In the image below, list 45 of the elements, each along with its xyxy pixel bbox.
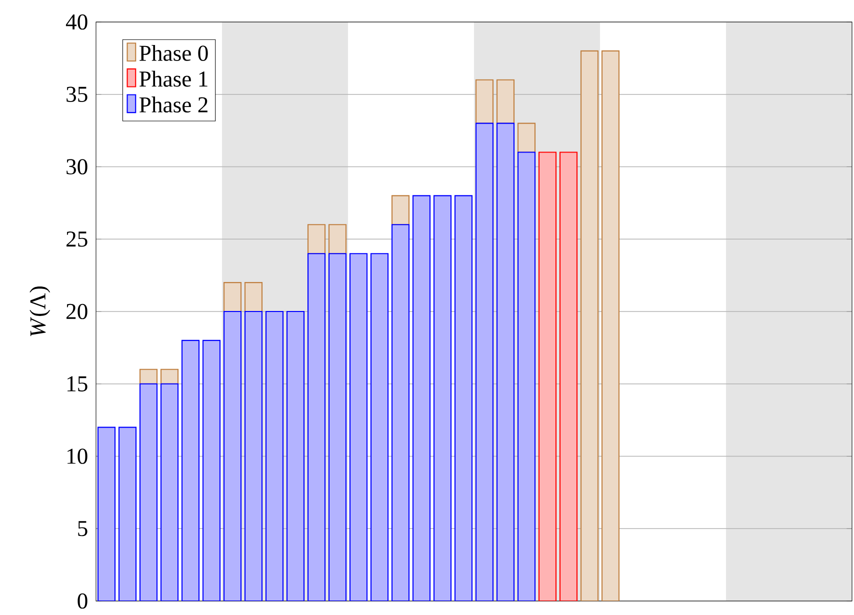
legend-label: Phase 2 xyxy=(139,96,208,113)
bar xyxy=(307,253,326,601)
bar xyxy=(244,282,263,312)
y-tick-label: 35 xyxy=(66,86,88,102)
bar xyxy=(496,122,515,601)
bar xyxy=(181,340,200,601)
bar xyxy=(517,152,536,601)
bar xyxy=(580,50,599,601)
y-tick-label: 0 xyxy=(78,593,88,609)
bar xyxy=(265,310,284,601)
y-tick-label: 20 xyxy=(66,304,88,320)
bar xyxy=(454,195,473,601)
y-tick-label: 15 xyxy=(68,376,88,392)
bar xyxy=(475,122,494,601)
y-tick-label: 30 xyxy=(66,159,88,174)
y-tick-label: 25 xyxy=(66,232,88,247)
bar xyxy=(202,340,221,601)
bar xyxy=(118,426,137,601)
bar xyxy=(223,310,242,601)
bar xyxy=(160,383,179,601)
bar xyxy=(559,152,578,601)
bar xyxy=(223,282,242,312)
y-tick-label: 10 xyxy=(68,448,88,464)
bar xyxy=(391,224,410,601)
y-tick-label: 40 xyxy=(66,14,88,30)
legend-label: Phase 0 xyxy=(139,44,208,61)
bar xyxy=(328,253,347,601)
bar xyxy=(244,310,263,601)
bar xyxy=(391,195,410,226)
bar xyxy=(307,224,326,254)
bar xyxy=(370,253,389,601)
y-axis-title: W(Λ) xyxy=(30,286,50,336)
bar xyxy=(601,50,620,601)
bar xyxy=(286,310,305,601)
bar xyxy=(97,426,116,601)
bar xyxy=(475,79,494,124)
bar xyxy=(139,383,158,601)
bar xyxy=(328,224,347,254)
bar xyxy=(538,152,557,601)
bar xyxy=(349,253,368,601)
bar xyxy=(412,195,431,601)
y-tick-label: 5 xyxy=(78,521,88,536)
bar xyxy=(433,195,452,601)
legend-label: Phase 1 xyxy=(139,70,208,87)
bar xyxy=(496,79,515,124)
